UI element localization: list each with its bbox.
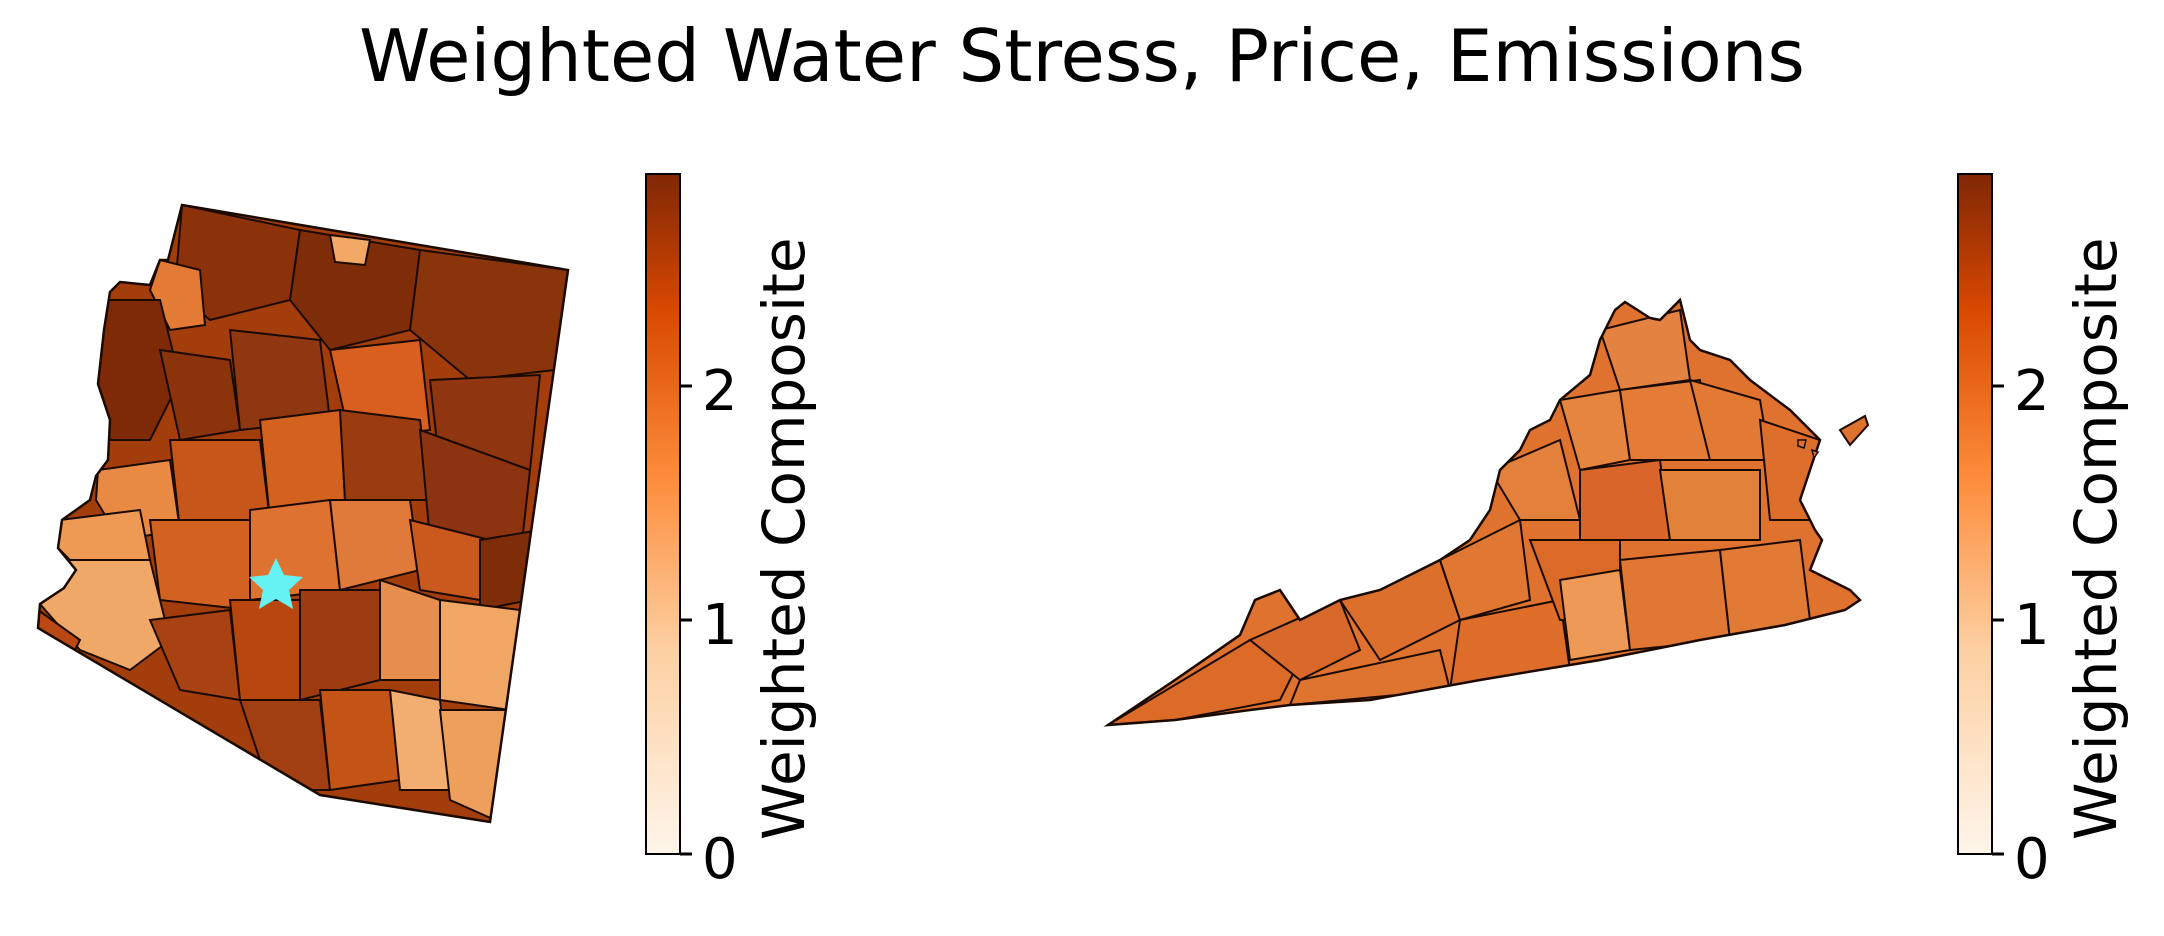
- watershed: [228, 599, 301, 701]
- island: [1810, 448, 1820, 460]
- colorbar-tick-label: 1: [702, 593, 738, 658]
- colorbar-label: Weighted Composite: [750, 237, 818, 840]
- island: [1797, 439, 1807, 449]
- colorbar-tick-label: 2: [2014, 359, 2050, 424]
- star-marker-icon: [249, 558, 303, 609]
- watershed: [338, 408, 432, 501]
- colorbar-tick-label: 0: [2014, 827, 2050, 892]
- watershed: [1558, 568, 1632, 662]
- colorbar-label: Weighted Composite: [2062, 237, 2130, 840]
- watershed: [288, 228, 422, 352]
- eastern-shore: [1838, 414, 1870, 447]
- colorbar-tick-label: 0: [702, 827, 738, 892]
- figure-title: Weighted Water Stress, Price, Emissions: [359, 14, 1805, 98]
- watershed: [299, 589, 381, 702]
- watershed: [318, 689, 402, 792]
- watershed: [148, 519, 251, 612]
- watershed: [479, 528, 542, 612]
- watershed: [1579, 458, 1672, 541]
- watershed: [1438, 518, 1532, 622]
- colorbar-tick-label: 1: [2014, 593, 2050, 658]
- watershed: [1658, 469, 1761, 541]
- watershed: [1618, 548, 1732, 652]
- watershed: [388, 688, 452, 791]
- colorbar-tick-label: 2: [702, 359, 738, 424]
- colorbar-virginia: [1957, 173, 2004, 856]
- colorbar-arizona: [645, 173, 692, 856]
- map-virginia: [1103, 297, 1870, 727]
- watershed: [1718, 538, 1812, 642]
- watershed: [38, 559, 172, 672]
- watershed: [328, 233, 372, 267]
- map-arizona: [36, 203, 570, 824]
